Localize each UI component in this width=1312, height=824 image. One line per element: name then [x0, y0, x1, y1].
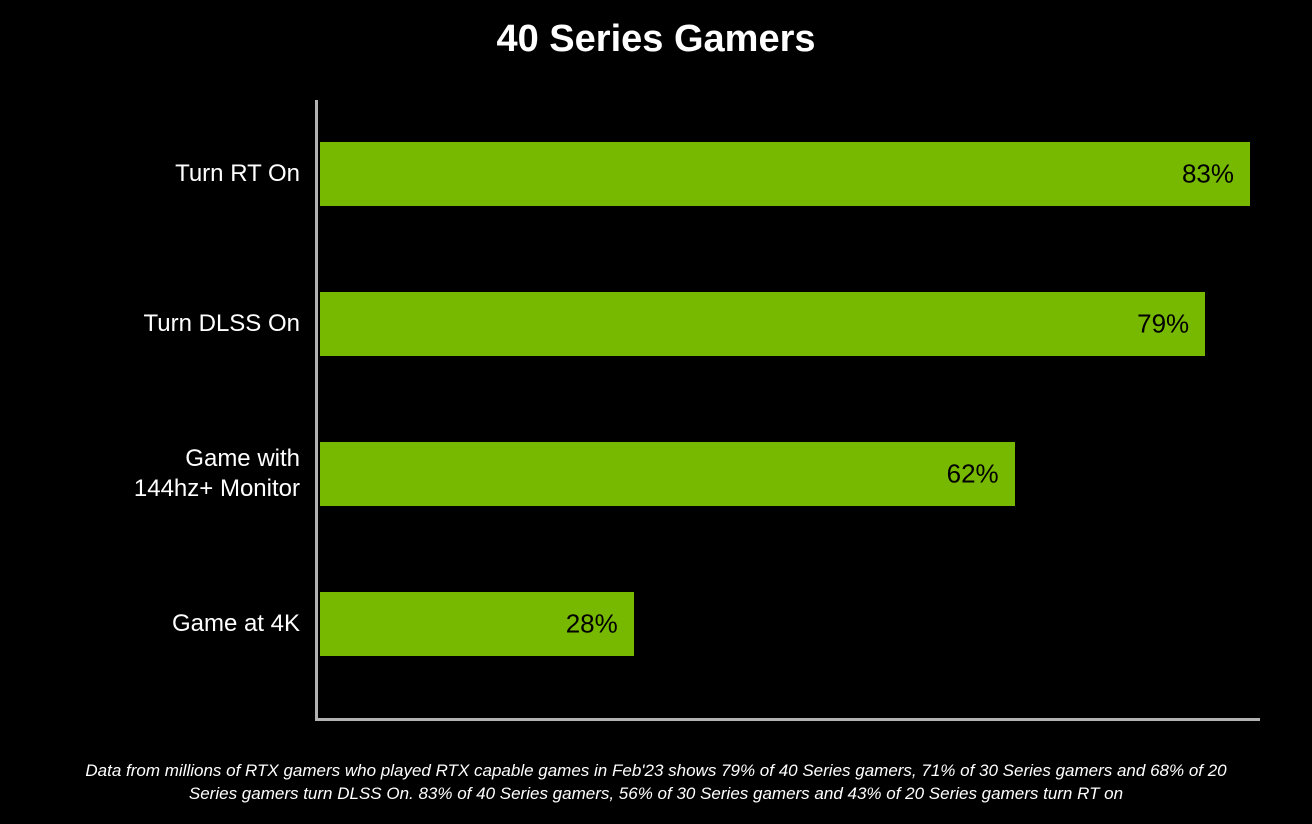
- chart-row: Game with144hz+ Monitor 62%: [0, 442, 1312, 506]
- bar-value: 79%: [1137, 309, 1189, 340]
- bar-value: 62%: [947, 459, 999, 490]
- page: 40 Series Gamers Turn RT On 83% Turn DLSS …: [0, 0, 1312, 824]
- bar: 28%: [320, 592, 634, 656]
- chart-row: Turn RT On 83%: [0, 142, 1312, 206]
- bar-value: 28%: [566, 609, 618, 640]
- chart-row: Game at 4K 28%: [0, 592, 1312, 656]
- bar-label: Game with144hz+ Monitor: [0, 444, 300, 504]
- x-axis-line: [315, 718, 1260, 721]
- bar-chart: Turn RT On 83% Turn DLSS On 79% Game with144…: [0, 100, 1312, 720]
- bar: 83%: [320, 142, 1250, 206]
- bar: 62%: [320, 442, 1015, 506]
- chart-row: Turn DLSS On 79%: [0, 292, 1312, 356]
- chart-title: 40 Series Gamers: [0, 18, 1312, 61]
- bar: 79%: [320, 292, 1205, 356]
- bar-label: Turn DLSS On: [0, 309, 300, 339]
- bar-value: 83%: [1182, 159, 1234, 190]
- bar-label: Turn RT On: [0, 159, 300, 189]
- bar-label: Game at 4K: [0, 609, 300, 639]
- footnote-text: Data from millions of RTX gamers who pla…: [60, 760, 1252, 806]
